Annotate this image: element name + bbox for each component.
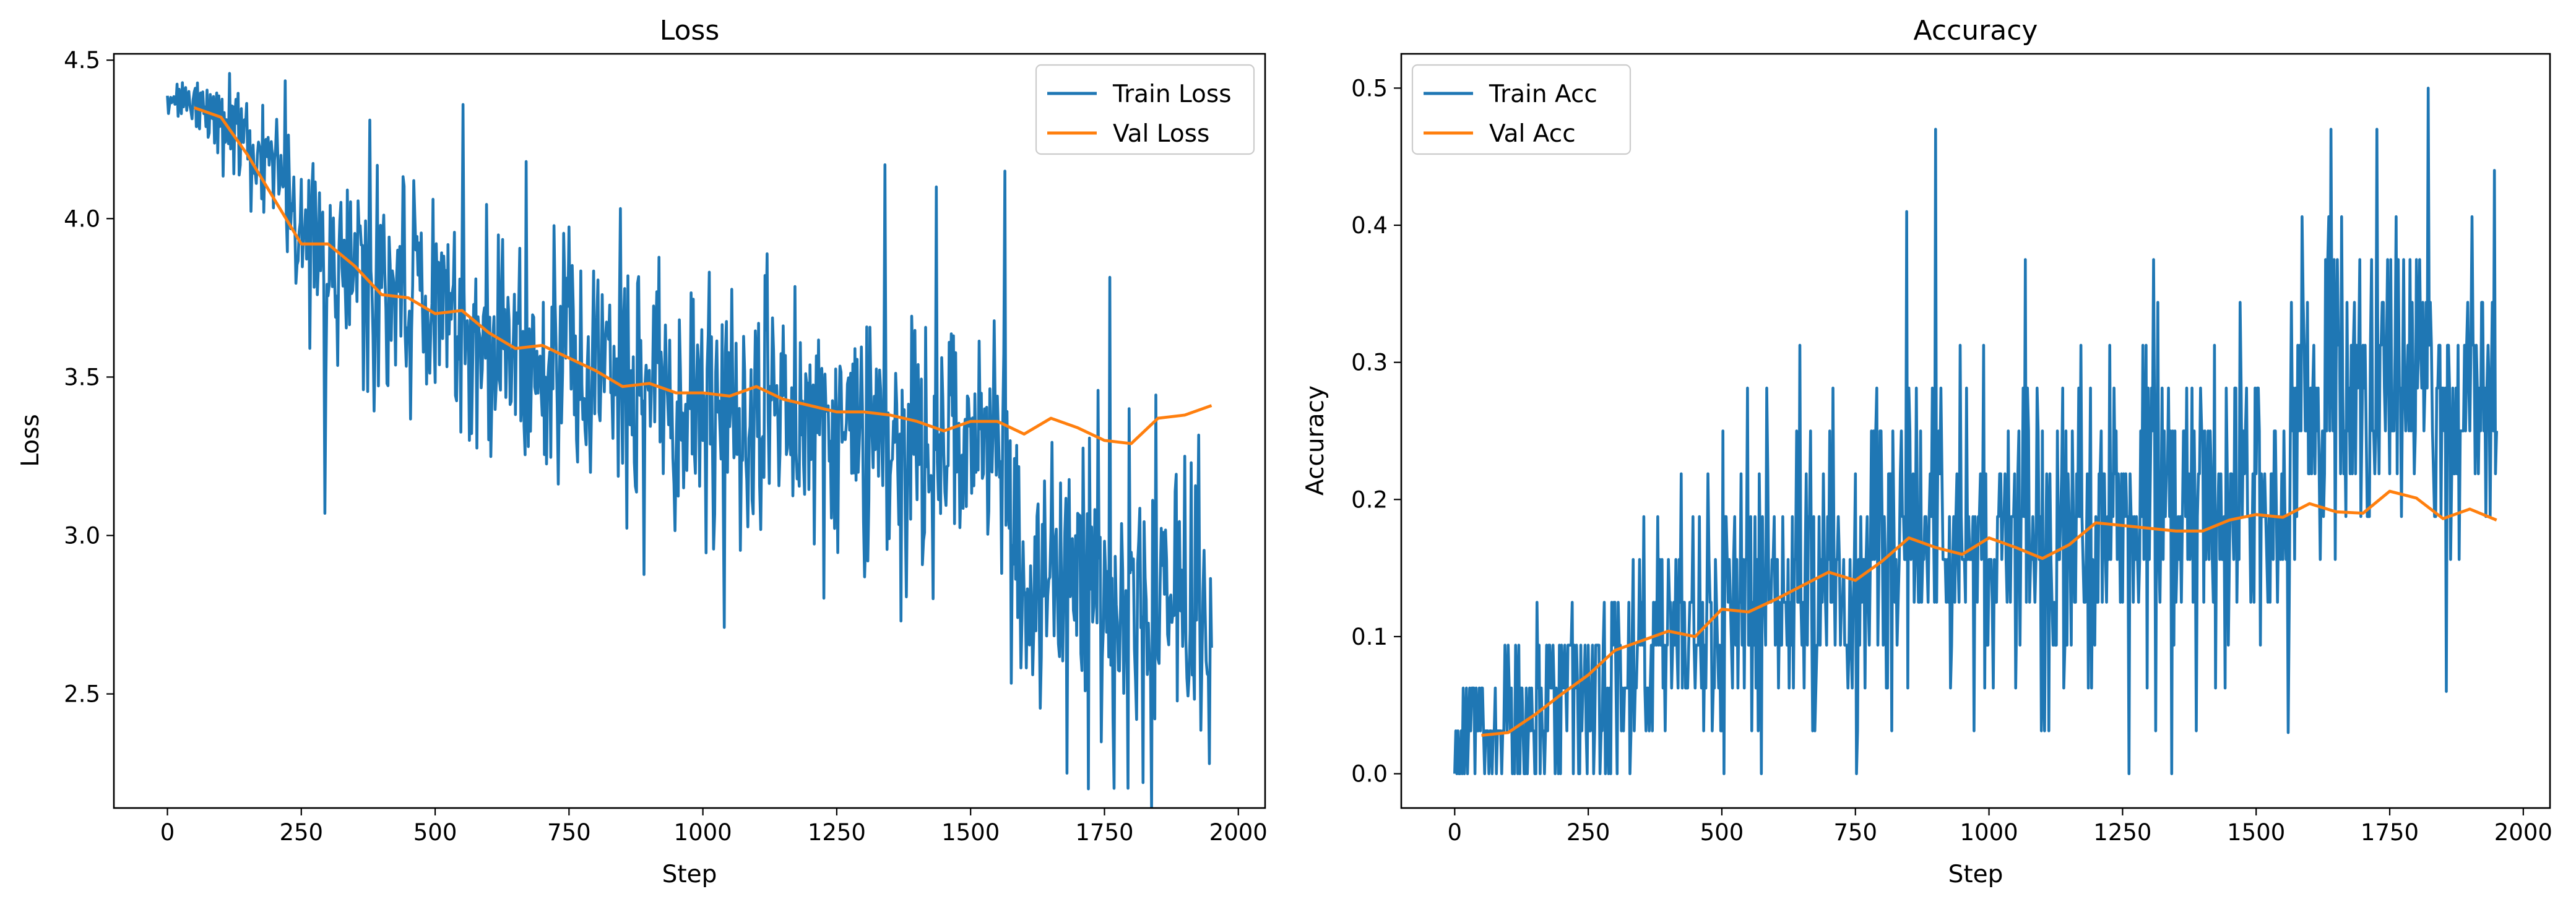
loss-y-axis-label: Loss [17,414,45,467]
loss-legend-label-train: Train Loss [1112,80,1232,108]
accuracy-plot-area: 0 250 500 750 1000 1250 1500 1750 2000 0.0 0.1 0.2 0… [1351,54,2552,846]
accuracy-chart-title: Accuracy [1914,15,2038,46]
loss-y-tick-label: 3.5 [64,364,100,390]
accuracy-x-tick-label: 1000 [1960,819,2018,846]
loss-chart: Loss 0 250 500 750 1000 1250 1500 1750 2000 2.5 3.… [17,15,1268,888]
loss-legend: Train Loss Val Loss [1036,65,1254,154]
accuracy-x-tick-label: 500 [1700,819,1744,846]
accuracy-x-tick-label: 1250 [2093,819,2151,846]
loss-x-tick-label: 1750 [1075,819,1133,846]
accuracy-series-train-line [1454,88,2496,773]
accuracy-legend: Train Acc Val Acc [1412,65,1630,154]
loss-x-tick-label: 1000 [674,819,732,846]
accuracy-legend-label-train: Train Acc [1489,80,1597,108]
accuracy-x-tick-label: 1750 [2361,819,2419,846]
accuracy-y-axis-label: Accuracy [1302,385,1329,496]
accuracy-x-tick-label: 0 [1448,819,1463,846]
accuracy-x-tick-label: 2000 [2494,819,2552,846]
accuracy-x-tick-label: 750 [1833,819,1877,846]
loss-x-tick-label: 1500 [941,819,1000,846]
accuracy-y-tick-label: 0.4 [1351,212,1388,239]
loss-chart-title: Loss [660,15,720,46]
loss-x-tick-label: 750 [547,819,591,846]
loss-y-tick-label: 2.5 [64,681,100,708]
accuracy-y-tick-label: 0.3 [1351,350,1388,376]
loss-x-axis-label: Step [662,861,717,888]
loss-legend-label-val: Val Loss [1113,120,1209,148]
loss-x-tick-label: 0 [160,819,175,846]
accuracy-y-tick-label: 0.2 [1351,486,1388,513]
loss-plot-area: 0 250 500 750 1000 1250 1500 1750 2000 2.5 3.0 3.5 4… [64,47,1268,846]
loss-x-tick-label: 2000 [1209,819,1268,846]
accuracy-y-tick-label: 0.1 [1351,624,1388,650]
loss-series-train-line [168,74,1212,812]
loss-y-tick-label: 4.5 [64,47,100,74]
loss-y-tick-label: 4.0 [64,205,100,232]
accuracy-y-tick-label: 0.5 [1351,75,1388,101]
accuracy-legend-label-val: Val Acc [1489,120,1576,148]
loss-x-tick-label: 500 [413,819,457,846]
accuracy-y-tick-label: 0.0 [1351,761,1388,788]
loss-x-tick-label: 1250 [808,819,866,846]
accuracy-x-axis-label: Step [1948,861,2003,888]
accuracy-x-tick-label: 1500 [2227,819,2285,846]
loss-x-tick-label: 250 [279,819,323,846]
accuracy-chart: Accuracy 0 250 500 750 1000 1250 1500 1750 20000… [1302,15,2552,888]
loss-y-tick-label: 3.0 [64,523,100,549]
accuracy-x-tick-label: 250 [1567,819,1610,846]
